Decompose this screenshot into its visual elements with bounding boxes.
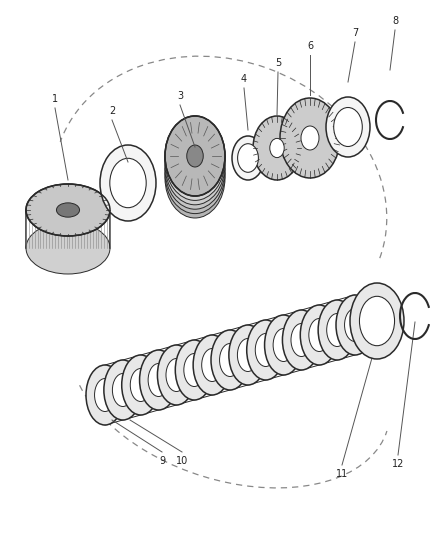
Ellipse shape: [237, 144, 258, 172]
Ellipse shape: [110, 158, 146, 208]
Ellipse shape: [273, 328, 294, 361]
Ellipse shape: [165, 120, 225, 200]
Ellipse shape: [187, 145, 203, 167]
Ellipse shape: [157, 345, 195, 405]
Ellipse shape: [265, 315, 303, 375]
Ellipse shape: [280, 98, 340, 178]
Ellipse shape: [148, 364, 169, 397]
Ellipse shape: [232, 136, 264, 180]
Text: 4: 4: [241, 74, 247, 84]
Ellipse shape: [165, 116, 225, 196]
Ellipse shape: [345, 309, 365, 342]
Ellipse shape: [104, 360, 142, 420]
Ellipse shape: [193, 335, 231, 395]
Ellipse shape: [175, 340, 213, 400]
Ellipse shape: [327, 313, 348, 346]
Ellipse shape: [326, 97, 370, 157]
Text: 7: 7: [352, 28, 358, 38]
Ellipse shape: [300, 305, 338, 365]
Ellipse shape: [113, 374, 133, 407]
Ellipse shape: [350, 283, 404, 359]
Ellipse shape: [165, 129, 225, 209]
Ellipse shape: [95, 378, 116, 411]
Ellipse shape: [237, 338, 258, 372]
Text: 9: 9: [159, 456, 165, 466]
Text: 6: 6: [307, 41, 313, 51]
Ellipse shape: [318, 300, 356, 360]
Text: 1: 1: [52, 94, 58, 104]
Text: 8: 8: [392, 16, 398, 26]
Text: 5: 5: [275, 58, 281, 68]
Ellipse shape: [336, 295, 374, 355]
Ellipse shape: [165, 125, 225, 205]
Ellipse shape: [201, 349, 223, 382]
Text: 3: 3: [177, 91, 183, 101]
Ellipse shape: [57, 203, 80, 217]
Ellipse shape: [165, 138, 225, 218]
Ellipse shape: [165, 134, 225, 214]
Ellipse shape: [26, 222, 110, 274]
Text: 10: 10: [176, 456, 188, 466]
Ellipse shape: [334, 108, 362, 147]
Ellipse shape: [291, 324, 312, 357]
Ellipse shape: [219, 343, 240, 376]
Ellipse shape: [247, 320, 285, 380]
Text: 12: 12: [392, 459, 404, 469]
Ellipse shape: [253, 116, 301, 180]
Ellipse shape: [122, 355, 160, 415]
Ellipse shape: [140, 350, 177, 410]
Text: 11: 11: [336, 469, 348, 479]
Ellipse shape: [166, 359, 187, 392]
Ellipse shape: [184, 353, 205, 386]
Ellipse shape: [100, 145, 156, 221]
Ellipse shape: [26, 184, 110, 236]
Ellipse shape: [165, 116, 225, 196]
Ellipse shape: [283, 310, 321, 370]
Ellipse shape: [301, 126, 319, 150]
Ellipse shape: [86, 365, 124, 425]
Ellipse shape: [255, 334, 276, 367]
Ellipse shape: [270, 139, 284, 158]
Ellipse shape: [360, 296, 395, 346]
Ellipse shape: [130, 368, 151, 401]
Ellipse shape: [229, 325, 267, 385]
Ellipse shape: [211, 330, 249, 390]
Text: 2: 2: [109, 106, 115, 116]
Ellipse shape: [309, 319, 330, 351]
